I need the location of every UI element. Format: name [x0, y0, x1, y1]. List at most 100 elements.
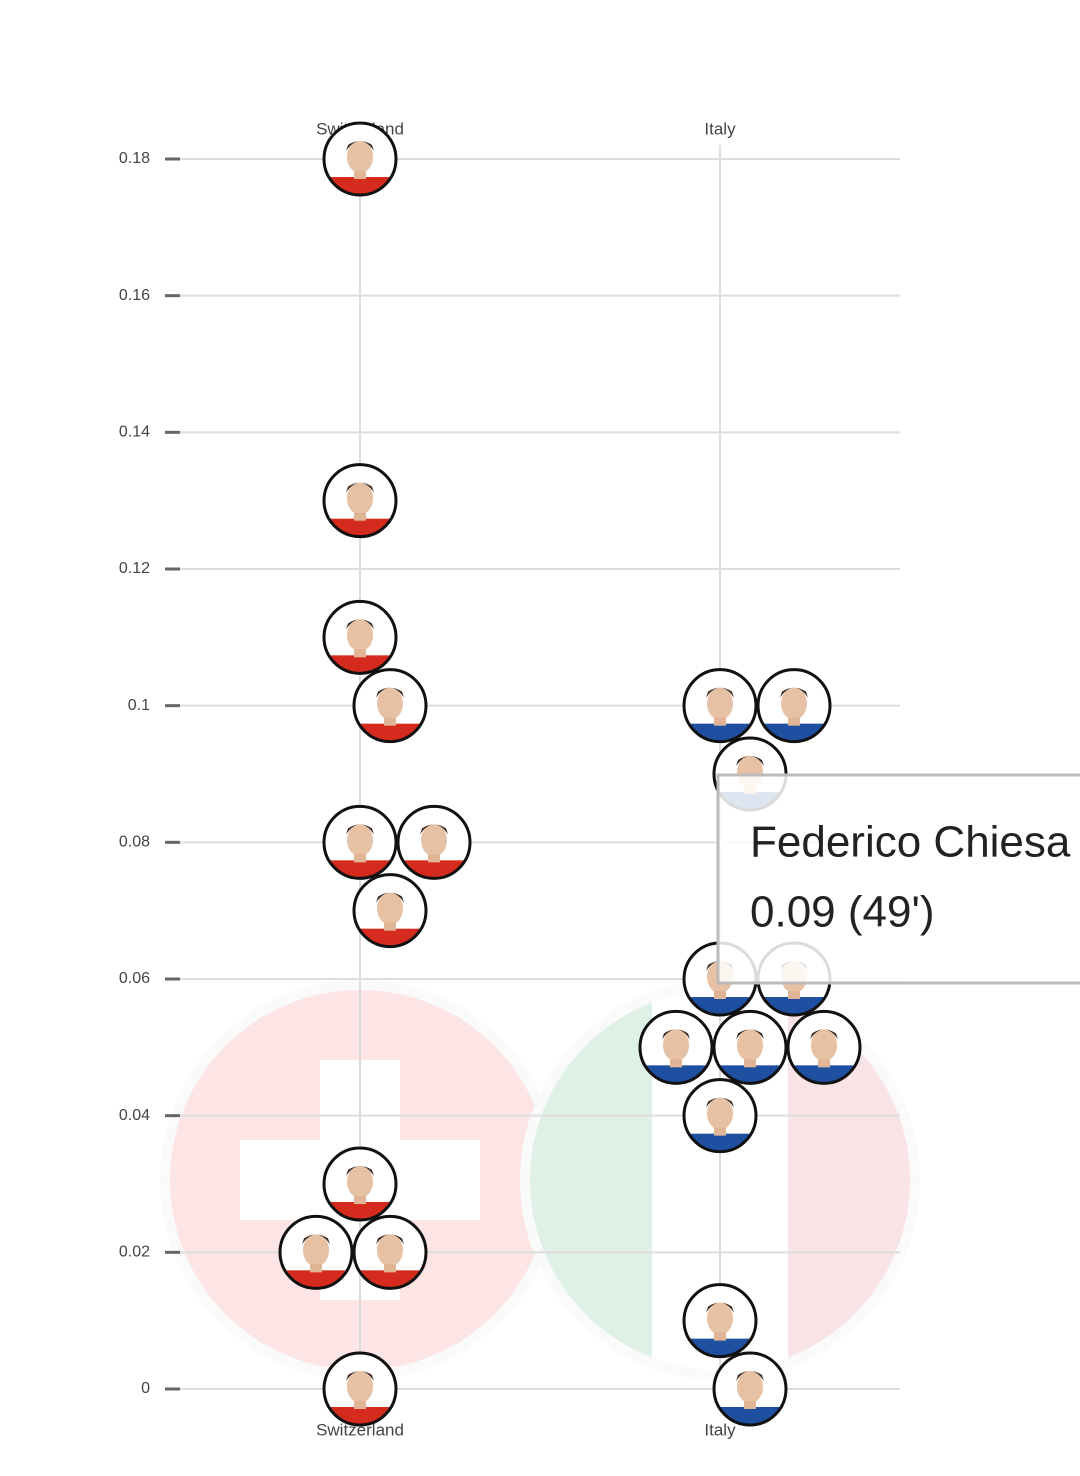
hair	[736, 756, 764, 766]
player-marker	[352, 668, 428, 744]
player-marker	[682, 668, 758, 744]
avatar-border	[756, 668, 832, 744]
hair	[376, 892, 404, 903]
neck	[714, 1332, 726, 1341]
neck	[670, 1059, 682, 1068]
neck	[428, 854, 440, 863]
avatar-border	[352, 668, 428, 744]
face	[811, 1029, 837, 1062]
player-marker	[322, 1351, 398, 1427]
face	[707, 687, 733, 720]
hair	[780, 687, 808, 698]
hair	[706, 1302, 734, 1313]
face	[707, 1097, 733, 1130]
player-marker	[682, 1283, 758, 1359]
player-marker	[396, 804, 472, 880]
hair	[376, 1234, 404, 1245]
face	[347, 619, 373, 652]
neck	[354, 1196, 366, 1204]
neck	[354, 649, 366, 658]
y-tick-label: 0.02	[119, 1244, 150, 1261]
y-tick-label: 0.1	[128, 697, 150, 714]
face	[347, 482, 373, 515]
face	[303, 1234, 329, 1267]
y-tick-label: 0.18	[119, 150, 150, 167]
neck	[310, 1264, 322, 1273]
neck	[384, 1264, 396, 1273]
avatar-border	[322, 1146, 398, 1222]
hair	[346, 482, 374, 493]
hair	[736, 1371, 764, 1381]
neck	[788, 717, 800, 726]
avatar-border	[322, 1351, 398, 1427]
hair	[302, 1234, 330, 1245]
avatar-border	[712, 1009, 788, 1085]
face	[781, 687, 807, 720]
neck	[714, 1127, 726, 1136]
tooltip: Federico Chiesa 0.09 (49')	[716, 773, 1080, 985]
face	[377, 892, 403, 925]
face	[707, 1302, 733, 1335]
neck	[714, 717, 726, 726]
avatar-border	[278, 1214, 354, 1290]
neck	[384, 717, 396, 726]
hair	[376, 687, 404, 698]
player-marker	[322, 121, 398, 197]
y-tick-label: 0.06	[119, 970, 150, 987]
hair	[346, 141, 374, 151]
y-tick-label: 0	[141, 1380, 150, 1397]
avatar-border	[352, 873, 428, 949]
neck	[354, 1401, 366, 1409]
hair	[346, 824, 374, 835]
avatar-border	[322, 804, 398, 880]
hair	[346, 619, 374, 630]
avatar-border	[682, 1283, 758, 1359]
player-marker	[278, 1214, 354, 1290]
avatar-border	[682, 1078, 758, 1154]
player-marker	[322, 463, 398, 539]
hair	[420, 824, 448, 835]
player-marker	[756, 668, 832, 744]
avatar-border	[322, 121, 398, 197]
neck	[714, 991, 726, 999]
neck	[818, 1059, 830, 1068]
face	[663, 1029, 689, 1062]
hair	[662, 1029, 690, 1040]
player-marker	[352, 1214, 428, 1290]
face	[347, 1371, 373, 1403]
avatar-border	[786, 1009, 862, 1085]
neck	[744, 1059, 756, 1068]
face	[421, 824, 447, 857]
avatar-border	[712, 1351, 788, 1427]
player-marker	[322, 599, 398, 675]
y-tick-label: 0.16	[119, 287, 150, 304]
hair	[346, 1166, 374, 1176]
neck	[788, 991, 800, 999]
player-marker	[712, 1009, 788, 1085]
hair	[706, 687, 734, 698]
tooltip-box	[716, 773, 1080, 985]
category-label-bottom: Switzerland	[316, 1420, 404, 1439]
player-marker	[712, 1351, 788, 1427]
player-marker	[638, 1009, 714, 1085]
avatar-border	[352, 1214, 428, 1290]
tooltip-name: Federico Chiesa	[750, 818, 1071, 867]
category-label: Italy	[704, 119, 736, 138]
y-tick-label: 0.12	[119, 560, 150, 577]
y-tick-label: 0.14	[119, 424, 150, 441]
face	[377, 1234, 403, 1267]
face	[737, 1029, 763, 1062]
face	[347, 824, 373, 857]
avatar-border	[322, 463, 398, 539]
face	[347, 141, 373, 173]
avatar-border	[638, 1009, 714, 1085]
player-marker	[786, 1009, 862, 1085]
neck	[354, 854, 366, 863]
face	[737, 1371, 763, 1403]
player-marker	[322, 804, 398, 880]
player-marker	[352, 873, 428, 949]
category-label-bottom: Italy	[704, 1420, 736, 1439]
hair	[736, 1029, 764, 1040]
player-marker	[322, 1146, 398, 1222]
